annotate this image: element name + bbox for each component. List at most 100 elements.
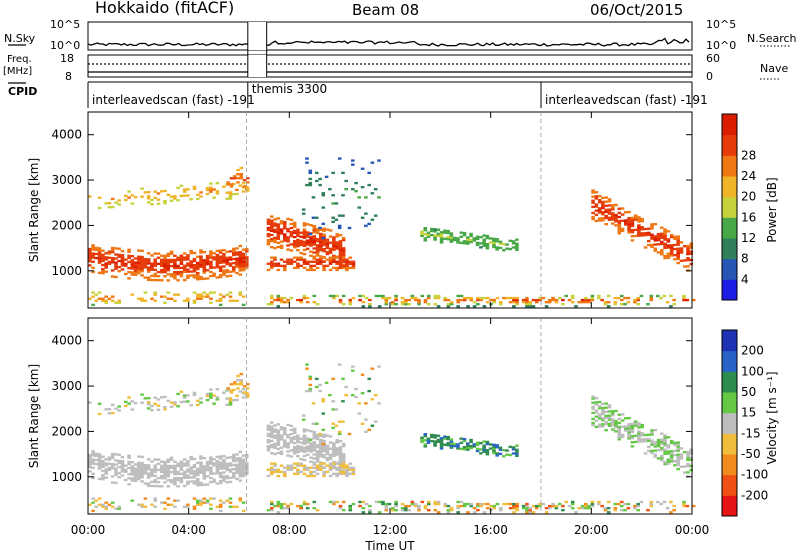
power-cell <box>647 233 651 237</box>
velocity-cell <box>305 502 310 506</box>
velocity-cell <box>173 477 177 480</box>
velocity-cell <box>466 444 470 447</box>
power-cell <box>485 301 490 304</box>
power-cell <box>179 258 184 261</box>
power-cell <box>676 249 680 253</box>
power-cell <box>515 298 519 302</box>
velocity-cell <box>660 459 664 462</box>
power-cell <box>439 235 444 238</box>
velocity-cell <box>153 402 157 406</box>
power-cell <box>88 297 92 300</box>
velocity-cell <box>466 442 470 445</box>
power-cell <box>292 223 297 227</box>
velocity-cell <box>653 453 658 456</box>
velocity-cell <box>315 456 320 459</box>
velocity-cell <box>663 452 667 456</box>
velocity-cell <box>649 500 654 504</box>
velocity-cell <box>650 451 654 455</box>
power-cell <box>334 218 339 221</box>
velocity-cell <box>305 389 309 393</box>
velocity-cell <box>186 464 190 467</box>
power-cell <box>348 256 353 259</box>
velocity-cell <box>212 497 216 500</box>
velocity-cell <box>660 440 664 444</box>
power-cell <box>186 194 190 197</box>
power-cell <box>617 223 622 227</box>
power-cell <box>614 216 618 219</box>
power-cell <box>538 296 542 300</box>
velocity-cell <box>173 466 177 470</box>
velocity-cell <box>270 433 274 437</box>
power-cell <box>173 271 177 274</box>
velocity-cell <box>394 502 398 506</box>
power-cell <box>640 217 644 221</box>
power-cell <box>94 299 99 302</box>
power-cell <box>580 301 585 304</box>
velocity-cell <box>302 446 307 449</box>
velocity-cell <box>166 470 171 474</box>
velocity-cell <box>270 466 274 469</box>
velocity-cell <box>633 504 637 508</box>
velocity-cell <box>348 468 353 471</box>
velocity-cell <box>283 433 287 436</box>
power-cell <box>319 258 323 261</box>
velocity-cell <box>377 402 381 405</box>
velocity-cell <box>160 474 164 478</box>
power-cell <box>279 296 284 300</box>
velocity-cell <box>273 462 277 465</box>
power-cell <box>482 238 486 241</box>
power-cell <box>325 264 330 268</box>
velocity-cell <box>604 402 608 405</box>
power-cell <box>686 252 690 256</box>
velocity-cell <box>305 367 309 370</box>
power-cell <box>319 238 323 242</box>
power-cell <box>535 301 539 304</box>
velocity-cell <box>283 466 287 469</box>
power-cell <box>296 232 300 236</box>
power-cell <box>433 234 437 237</box>
power-cell <box>423 239 428 242</box>
velocity-cell <box>315 422 319 425</box>
velocity-cell <box>120 456 125 459</box>
power-cell <box>228 250 233 253</box>
power-cell <box>225 256 229 260</box>
power-cell <box>620 298 624 302</box>
velocity-cell <box>218 505 223 508</box>
velocity-cell <box>305 429 310 432</box>
power-cell <box>276 235 281 238</box>
power-cell <box>246 187 250 190</box>
velocity-cell <box>156 485 161 488</box>
velocity-cell <box>321 412 326 415</box>
velocity-cell <box>332 464 336 467</box>
power-cell <box>449 236 454 239</box>
power-cell <box>232 262 236 265</box>
velocity-cell <box>345 470 349 474</box>
power-cell <box>146 266 151 269</box>
velocity-cell <box>607 422 612 425</box>
power-cell <box>446 303 451 306</box>
power-cell <box>222 259 226 262</box>
power-cell <box>604 200 608 203</box>
power-cell <box>315 231 320 235</box>
velocity-cell <box>315 509 320 512</box>
velocity-cell <box>110 465 115 468</box>
power-cell <box>384 296 389 300</box>
velocity-colorbar-step <box>722 495 737 517</box>
power-cell <box>97 297 102 300</box>
velocity-cell <box>242 385 247 388</box>
power-cell <box>463 296 467 300</box>
power-cell <box>315 252 320 255</box>
power-cell <box>286 217 290 221</box>
power-cell <box>173 266 177 270</box>
velocity-cell <box>104 472 108 475</box>
freq-unit: [MHz] <box>3 66 32 77</box>
power-cell <box>163 202 167 205</box>
power-cell <box>312 260 317 263</box>
x-tick-label: 04:00 <box>171 523 206 537</box>
power-cell <box>241 182 246 185</box>
velocity-cell <box>567 504 572 508</box>
power-cell <box>663 254 667 258</box>
velocity-cell <box>228 480 233 484</box>
power-cell <box>91 295 95 298</box>
power-cell <box>377 159 381 162</box>
